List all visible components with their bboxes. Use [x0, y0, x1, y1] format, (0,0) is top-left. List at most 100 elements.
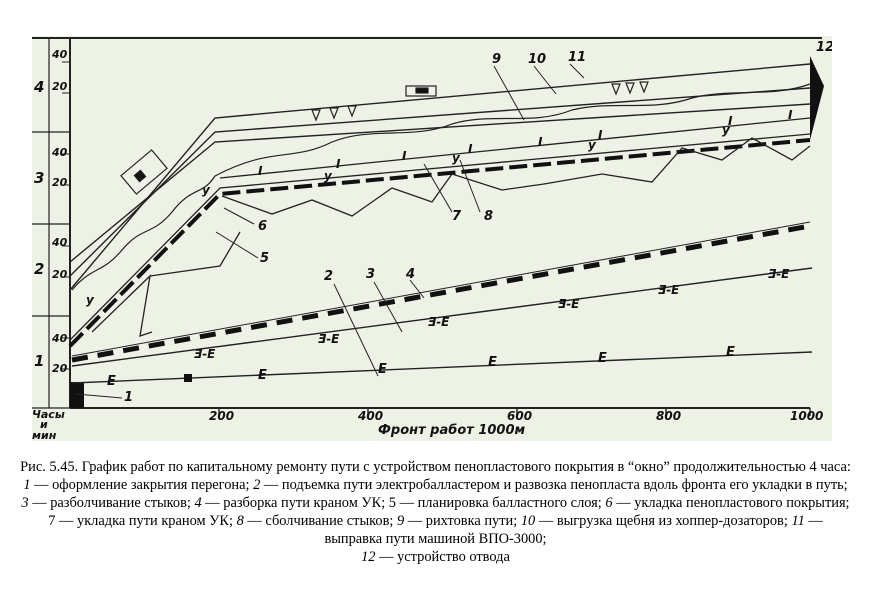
svg-text:I: I [728, 114, 733, 128]
callout-8: 8 [484, 209, 493, 224]
legend-num-3: 3 [21, 495, 29, 511]
callout-6: 6 [258, 219, 267, 234]
line-4-outline [71, 221, 811, 357]
line-3-marks: Ǝ‑E Ǝ‑E Ǝ‑E Ǝ‑E Ǝ‑E Ǝ‑E [194, 267, 790, 361]
y-axis-title-line3: мин [32, 429, 57, 441]
legend-text-11: — выправка пути машиной ВПО-3000; [324, 513, 823, 547]
legend-num-11: 11 [791, 513, 805, 529]
legend-text-8: — сболчивание стыков; [243, 513, 397, 529]
work-schedule-figure: 4 3 2 1 40 20 40 20 40 20 40 20 200 400 … [32, 36, 832, 441]
caption-title: Рис. 5.45. График работ по капитальному … [20, 459, 851, 475]
min-label: 40 [51, 236, 68, 249]
callout-3: 3 [366, 267, 375, 282]
svg-text:у: у [588, 138, 597, 152]
legend-text-10: — выгрузка щебня из хоппер-дозаторов; [535, 513, 792, 529]
svg-text:у: у [202, 183, 211, 197]
x-tick-label: 200 [209, 409, 234, 423]
line-9-wave [71, 83, 811, 291]
y-axis-title-line1: Часы [32, 408, 65, 421]
svg-text:Ǝ‑E: Ǝ‑E [428, 315, 450, 329]
line-8-bolting [219, 117, 811, 179]
legend-text-12: — устройство отвода [375, 549, 510, 565]
svg-text:Ǝ‑E: Ǝ‑E [318, 332, 340, 346]
min-label: 40 [51, 48, 68, 61]
legend-num-6: 6 [605, 495, 613, 511]
callout-10: 10 [528, 52, 546, 67]
callout-9: 9 [492, 52, 501, 67]
svg-text:E: E [726, 345, 735, 360]
foam-marker [184, 374, 192, 382]
line-12-offset [810, 56, 824, 140]
svg-text:у: у [86, 293, 95, 307]
line-6-foam-laying [68, 138, 811, 348]
min-label: 20 [52, 362, 68, 375]
callout-1: 1 [124, 390, 133, 405]
line-2-marks: E E E E E E [107, 345, 735, 389]
svg-text:I: I [598, 128, 603, 142]
legend-text-1: — оформление закрытия перегона; [30, 477, 254, 493]
callout-7: 7 [452, 209, 462, 224]
svg-text:у: у [452, 151, 461, 165]
x-tick-label: 600 [507, 409, 532, 423]
svg-text:E: E [598, 351, 607, 366]
line-5-planning-b [149, 231, 241, 277]
hour-label-4: 4 [33, 78, 44, 96]
closure-block [70, 382, 84, 408]
svg-text:E: E [107, 374, 116, 389]
schedule-diagram: 4 3 2 1 40 20 40 20 40 20 40 20 200 400 … [32, 37, 832, 441]
legend-num-10: 10 [520, 513, 536, 529]
svg-text:E: E [258, 368, 267, 383]
callout-numbers: 1 2 3 4 5 6 7 8 9 10 11 12 [124, 40, 832, 405]
line-11-vpo [69, 63, 811, 291]
y-axis-title-line2: и [40, 418, 48, 431]
hour-label-1: 1 [34, 352, 44, 370]
legend-num-9: 9 [396, 513, 405, 529]
legend-num-12: 12 [361, 549, 376, 565]
min-label: 20 [52, 80, 68, 93]
callout-2: 2 [324, 269, 333, 284]
svg-text:I: I [402, 149, 407, 163]
callout-5: 5 [260, 251, 269, 266]
svg-text:Ǝ‑E: Ǝ‑E [658, 283, 680, 297]
hopper-icons [120, 81, 649, 195]
legend-num-4: 4 [194, 495, 202, 511]
legend-num-2: 2 [253, 477, 261, 493]
line-5-planning-upper [221, 137, 811, 217]
hour-label-2: 2 [34, 260, 44, 278]
min-label: 20 [52, 176, 68, 189]
legend-text-9: — рихтовка пути; [404, 513, 521, 529]
caption-legend: 1 — оформление закрытия перегона; 2 — по… [20, 476, 851, 566]
callout-12: 12 [816, 40, 832, 55]
svg-text:E: E [378, 362, 387, 377]
svg-text:Ǝ‑E: Ǝ‑E [768, 267, 790, 281]
hour-label-3: 3 [34, 169, 44, 187]
line-5-planning [91, 274, 153, 337]
line-2-track-lifting [71, 351, 813, 384]
svg-text:у: у [324, 169, 333, 183]
svg-text:I: I [336, 157, 341, 171]
legend-text-6: — укладка пенопластового покрытия; 7 — у… [48, 495, 850, 529]
min-label: 40 [51, 332, 68, 345]
line-7-track-laying [69, 133, 811, 341]
legend-num-1: 1 [23, 477, 31, 493]
legend-text-4: — разборка пути краном УК; 5 — планировк… [201, 495, 606, 511]
svg-text:E: E [488, 355, 497, 370]
line-3-unbolting [71, 267, 813, 367]
min-label: 20 [52, 268, 68, 281]
svg-text:у: у [722, 123, 731, 137]
min-label: 40 [51, 146, 68, 159]
line-9-alignment [69, 103, 811, 263]
svg-text:I: I [788, 108, 793, 122]
svg-text:Ǝ‑E: Ǝ‑E [194, 347, 216, 361]
x-tick-label: 800 [656, 409, 681, 423]
legend-text-2: — подъемка пути электробалластером и раз… [260, 477, 848, 493]
svg-text:I: I [258, 164, 263, 178]
svg-text:Ǝ‑E: Ǝ‑E [558, 297, 580, 311]
x-axis-title: Фронт работ 1000м [378, 423, 526, 438]
legend-text-3: — разболчивание стыков; [28, 495, 195, 511]
line-10-ballast [69, 87, 811, 277]
callout-4: 4 [405, 267, 415, 282]
x-tick-label: 1000 [790, 409, 823, 423]
line-4-dismantling [71, 223, 811, 363]
legend-num-8: 8 [236, 513, 244, 529]
